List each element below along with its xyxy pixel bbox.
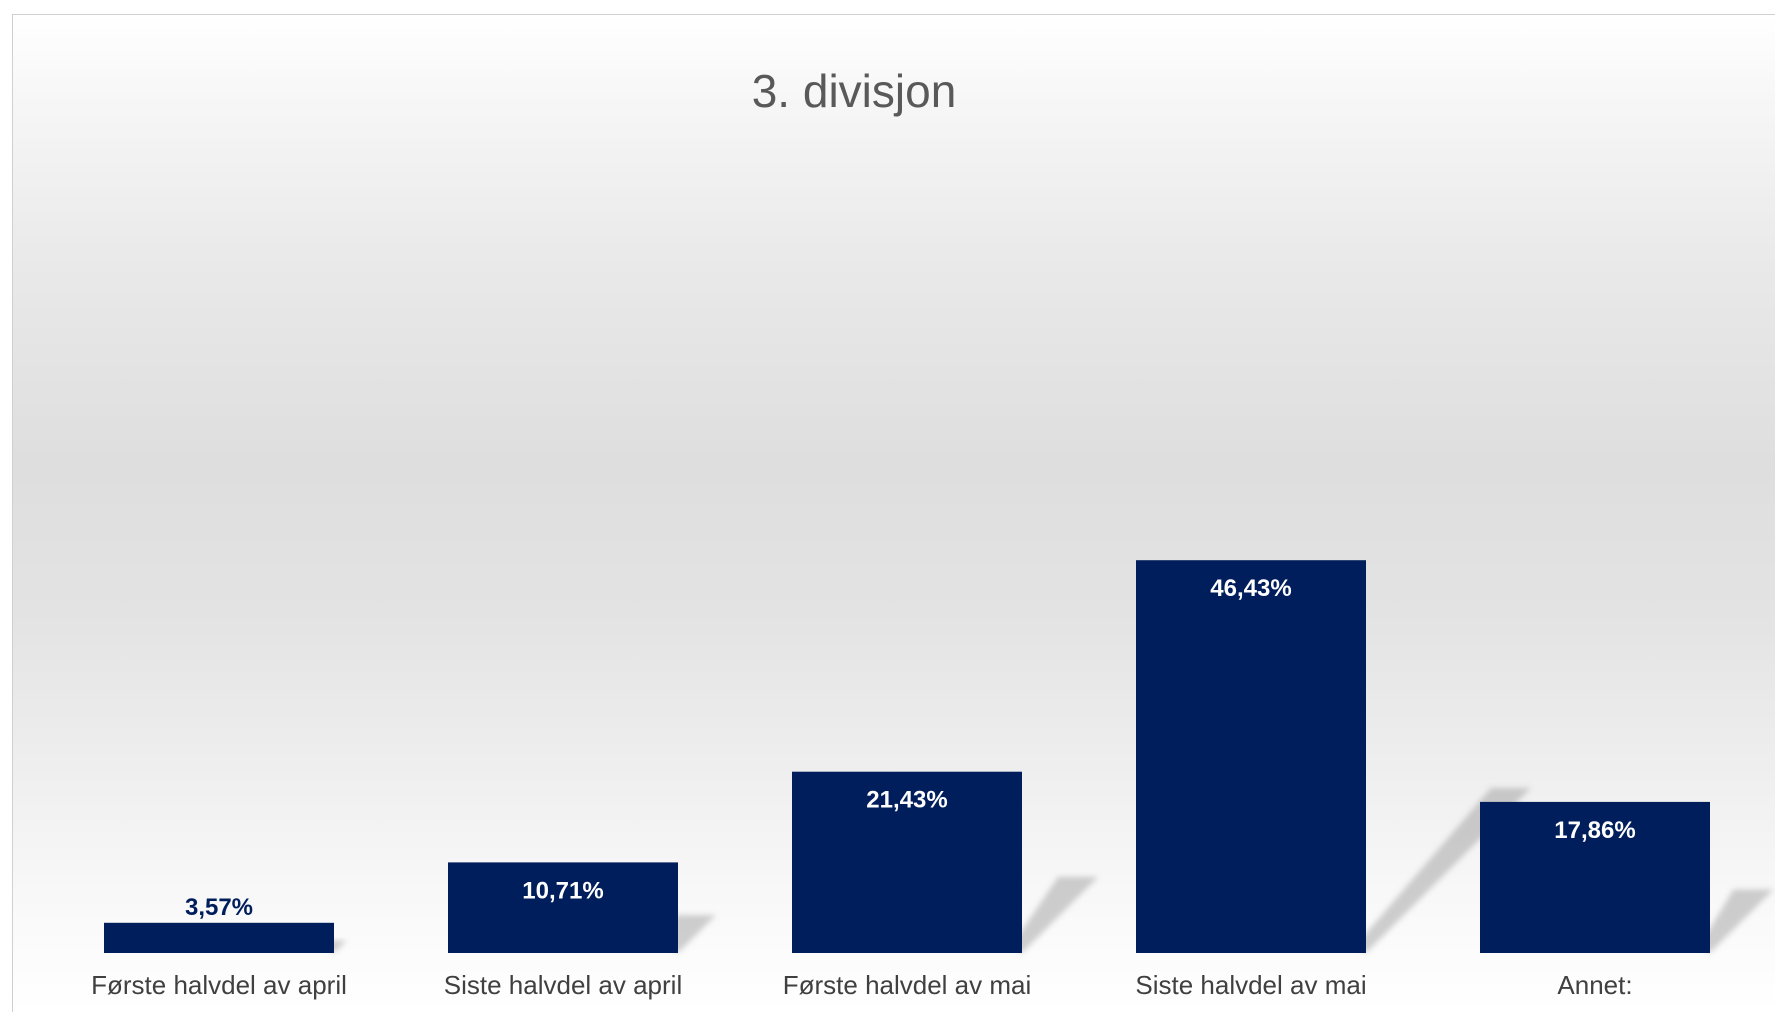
bar-shadow xyxy=(1012,876,1099,953)
category-label: Første halvdel av april xyxy=(91,970,347,1000)
category-labels: Første halvdel av april Siste halvdel av … xyxy=(91,970,1632,1000)
bar xyxy=(792,771,1022,953)
data-labels: 3,57% 10,71% 21,43% 46,43% 17,86% xyxy=(185,575,1636,921)
bar-value-label: 21,43% xyxy=(866,787,947,814)
bar xyxy=(1136,560,1366,953)
bar-value-label: 17,86% xyxy=(1554,817,1635,844)
bar xyxy=(104,922,334,953)
bar-value-label: 46,43% xyxy=(1210,575,1291,602)
bar-value-label: 10,71% xyxy=(522,877,603,904)
bar-shadow xyxy=(668,914,717,953)
bar xyxy=(1480,801,1710,953)
bar xyxy=(448,862,678,953)
category-label: Første halvdel av mai xyxy=(783,970,1032,1000)
bar-value-label: 3,57% xyxy=(185,894,253,921)
chart-title: 3. divisjon xyxy=(751,65,957,117)
bar-shadow xyxy=(1700,889,1774,953)
category-label: Siste halvdel av april xyxy=(444,970,682,1000)
bars xyxy=(104,560,1710,953)
category-label: Siste halvdel av mai xyxy=(1135,970,1366,1000)
category-label: Annet: xyxy=(1557,970,1632,1000)
